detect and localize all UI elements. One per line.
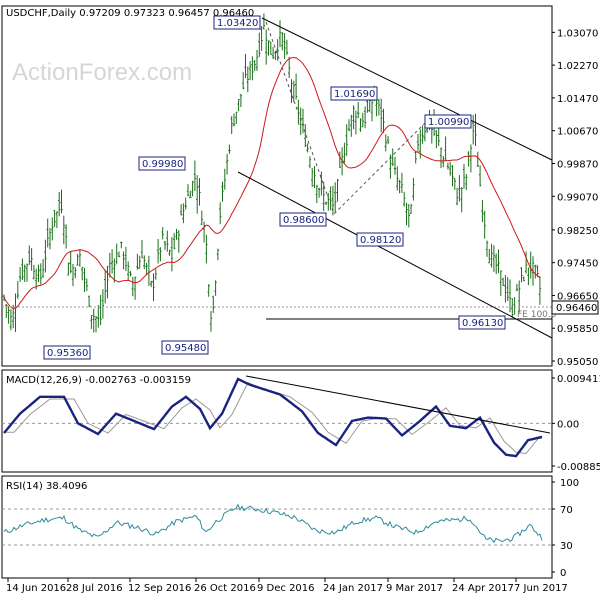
rsi-panel-frame: [1, 475, 553, 579]
price-panel-frame: [1, 5, 553, 367]
moving-average-line: [3, 56, 541, 310]
svg-text:1.01690: 1.01690: [334, 89, 375, 100]
svg-text:1.00990: 1.00990: [428, 117, 469, 128]
svg-text:0.95480: 0.95480: [165, 343, 206, 354]
price-y-tick-label: 0.99870: [557, 159, 598, 170]
price-y-tick-label: 0.99070: [557, 192, 598, 203]
low-label-0.95360: 0.95360: [43, 345, 91, 360]
x-tick-label: 9 Mar 2017: [386, 583, 443, 594]
svg-text:0.96460: 0.96460: [556, 303, 597, 314]
x-tick-label: 24 Jan 2017: [323, 583, 383, 594]
macd-title: MACD(12,26,9) -0.002763 -0.003159: [6, 375, 191, 386]
label-0.96130: 0.96130: [458, 315, 506, 330]
macd-panel-frame: [1, 369, 553, 473]
label-0.98120: 0.98120: [356, 232, 404, 247]
label-0.99980: 0.99980: [138, 156, 186, 171]
svg-text:0.96130: 0.96130: [462, 318, 503, 329]
svg-text:0.99980: 0.99980: [142, 159, 183, 170]
svg-text:1.03420: 1.03420: [217, 18, 258, 29]
x-tick-label: 28 Jul 2016: [66, 583, 123, 594]
x-tick-label: 12 Sep 2016: [128, 583, 191, 594]
x-tick-label: 26 Oct 2016: [194, 583, 256, 594]
macd-y-tick-label: 0.00: [557, 419, 579, 430]
rsi-line: [3, 503, 543, 544]
x-tick-label: 14 Jun 2016: [6, 583, 66, 594]
price-y-tick-label: 0.95050: [557, 357, 598, 368]
rsi-y-tick-label: 70: [560, 505, 573, 516]
rsi-y-tick-label: 0: [560, 568, 566, 579]
price-y-tick-label: 1.03070: [557, 28, 598, 39]
watermark-text: ActionForex.com: [12, 59, 192, 86]
price-y-tick-label: 0.95850: [557, 324, 598, 335]
price-y-tick-label: 0.98250: [557, 226, 598, 237]
lower-channel-line: [237, 171, 553, 339]
price-y-tick-label: 1.00670: [557, 127, 598, 138]
rsi-y-tick-label: 100: [560, 478, 579, 489]
price-y-tick-label: 0.97450: [557, 259, 598, 270]
svg-text:0.95360: 0.95360: [47, 348, 88, 359]
last-price-tag: 0.96460: [551, 300, 599, 315]
label-1.00990: 1.00990: [424, 114, 472, 129]
macd-y-tick-label: 0.009411: [557, 374, 600, 385]
svg-text:0.98120: 0.98120: [360, 235, 401, 246]
label-0.98600: 0.98600: [279, 212, 327, 227]
high-label-1.03420: 1.03420: [213, 15, 261, 30]
label-1.01690: 1.01690: [330, 86, 378, 101]
price-bars-group: [2, 13, 542, 333]
price-y-tick-label: 1.01470: [557, 94, 598, 105]
macd-trendline: [245, 375, 551, 434]
macd-y-tick-label: -0.008852: [557, 462, 600, 473]
macd-line: [3, 377, 543, 458]
price-y-tick-label: 1.02270: [557, 61, 598, 72]
low-label-0.95480: 0.95480: [161, 340, 209, 355]
swing-dashed-line: [265, 21, 431, 215]
x-tick-label: 7 Jun 2017: [514, 583, 568, 594]
price-y-tick-label: 0.96650: [557, 291, 598, 302]
upper-channel-line: [261, 17, 553, 161]
x-tick-label: 24 Apr 2017: [452, 583, 514, 594]
fe-level-label: FE 100.0: [517, 310, 557, 320]
chart-header: USDCHF,Daily 0.97209 0.97323 0.96457 0.9…: [6, 8, 254, 19]
x-tick-label: 9 Dec 2016: [257, 583, 315, 594]
rsi-y-tick-label: 30: [560, 541, 573, 552]
svg-text:0.98600: 0.98600: [283, 215, 324, 226]
rsi-title: RSI(14) 38.4096: [6, 481, 87, 492]
